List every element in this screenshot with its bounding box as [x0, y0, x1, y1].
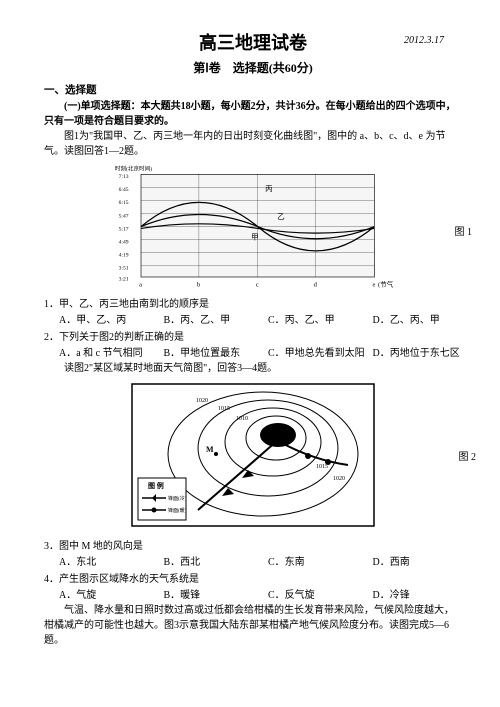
svg-text:1010: 1010	[236, 416, 248, 422]
q3-stem: 3．图中 M 地的风向是	[44, 539, 462, 554]
q4-opt-d: D．冷锋	[358, 588, 463, 603]
svg-text:6:45: 6:45	[119, 187, 129, 193]
svg-text:锋面(暖): 锋面(暖)	[168, 507, 187, 514]
svg-text:1015: 1015	[316, 464, 328, 470]
svg-text:a: a	[139, 281, 142, 288]
svg-text:c: c	[256, 281, 259, 288]
svg-text:3:51: 3:51	[119, 265, 129, 271]
q3-options: A．东北 B．西北 C．东南 D．西南	[44, 555, 462, 570]
svg-text:b: b	[197, 281, 201, 288]
q1-options: A．甲、乙、丙 B．丙、乙、甲 C．丙、乙、甲 D．乙、丙、甲	[44, 313, 462, 328]
figure-1-caption: 图 1	[455, 225, 473, 240]
q1-opt-d: D．乙、丙、甲	[358, 313, 463, 328]
svg-text:5:47: 5:47	[119, 213, 129, 219]
fig1-intro: 图1为"我国甲、乙、丙三地一年内的日出时刻变化曲线图"，图中的 a、b、c、d、…	[44, 129, 462, 159]
svg-text:1020: 1020	[196, 398, 208, 404]
svg-text:4:49: 4:49	[119, 239, 129, 245]
q2-opt-d: D．丙地位于东七区	[358, 346, 463, 361]
svg-text:1015: 1015	[218, 406, 230, 412]
q2-options: A．a 和 c 节气相同 B．甲地位置最东 C．甲地总先看到太阳 D．丙地位于东…	[44, 346, 462, 361]
curve-label-jia: 甲	[251, 232, 258, 241]
q2-opt-a: A．a 和 c 节气相同	[44, 346, 149, 361]
q4-opt-a: A．气旋	[44, 588, 149, 603]
svg-text:(节气): (节气)	[378, 279, 393, 288]
figure-2-chart: 1010 1015 1020 1015 1020 M 图 例 锋面(冷) 锋面(	[128, 380, 378, 530]
curve-label-yi: 乙	[277, 212, 284, 221]
svg-text:7:13: 7:13	[119, 174, 129, 180]
q4-stem: 4．产生图示区域降水的天气系统是	[44, 572, 462, 587]
instructions: (一)单项选择题：本大题共18小题，每小题2分，共计36分。在每小题给出的四个选…	[44, 99, 462, 129]
fig2-intro: 读图2"某区域某时地面天气简图"，回答3—4题。	[44, 361, 462, 376]
svg-text:1020: 1020	[333, 476, 345, 482]
svg-text:M: M	[206, 445, 214, 454]
q4-opt-b: B．暖锋	[149, 588, 254, 603]
figure-2-caption: 图 2	[459, 450, 477, 465]
q4-options: A．气旋 B．暖锋 C．反气旋 D．冷锋	[44, 588, 462, 603]
exam-subtitle: 第Ⅰ卷 选择题(共60分)	[44, 59, 462, 77]
figure-2-container: 1010 1015 1020 1015 1020 M 图 例 锋面(冷) 锋面(	[44, 380, 462, 535]
svg-text:锋面(冷): 锋面(冷)	[168, 495, 187, 502]
svg-text:d: d	[314, 281, 318, 288]
exam-date: 2012.3.17	[404, 33, 444, 48]
q3-opt-b: B．西北	[149, 555, 254, 570]
q2-opt-b: B．甲地位置最东	[149, 346, 254, 361]
q3-opt-d: D．西南	[358, 555, 463, 570]
q3-opt-c: C．东南	[253, 555, 358, 570]
svg-text:5:17: 5:17	[119, 226, 129, 232]
svg-text:e: e	[372, 281, 375, 288]
section-heading: 一、选择题	[44, 83, 462, 99]
svg-text:6:15: 6:15	[119, 200, 129, 206]
svg-text:时刻(北京时间): 时刻(北京时间)	[115, 165, 152, 173]
q1-opt-b: B．丙、乙、甲	[149, 313, 254, 328]
q2-opt-c: C．甲地总先看到太阳	[253, 346, 358, 361]
svg-text:图 例: 图 例	[148, 481, 164, 490]
q4-opt-c: C．反气旋	[253, 588, 358, 603]
fig3-intro: 气温、降水量和日照时数过高或过低都会给柑橘的生长发育带来风险，气候风险度越大，柑…	[44, 603, 462, 648]
q1-stem: 1．甲、乙、丙三地由南到北的顺序是	[44, 297, 462, 312]
q2-stem: 2．下列关于图2的判断正确的是	[44, 330, 462, 345]
figure-1-container: 丙 乙 甲 7:13 6:45 6:15 5:47 5:17 4:49 4:19…	[44, 165, 462, 296]
svg-text:4:19: 4:19	[119, 252, 129, 258]
q1-opt-c: C．丙、乙、甲	[253, 313, 358, 328]
q3-opt-a: A．东北	[44, 555, 149, 570]
figure-1-chart: 丙 乙 甲 7:13 6:45 6:15 5:47 5:17 4:49 4:19…	[113, 165, 393, 296]
q1-opt-a: A．甲、乙、丙	[44, 313, 149, 328]
svg-text:3:21: 3:21	[119, 276, 129, 282]
curve-label-bing: 丙	[265, 184, 272, 193]
exam-title: 高三地理试卷	[44, 30, 462, 57]
